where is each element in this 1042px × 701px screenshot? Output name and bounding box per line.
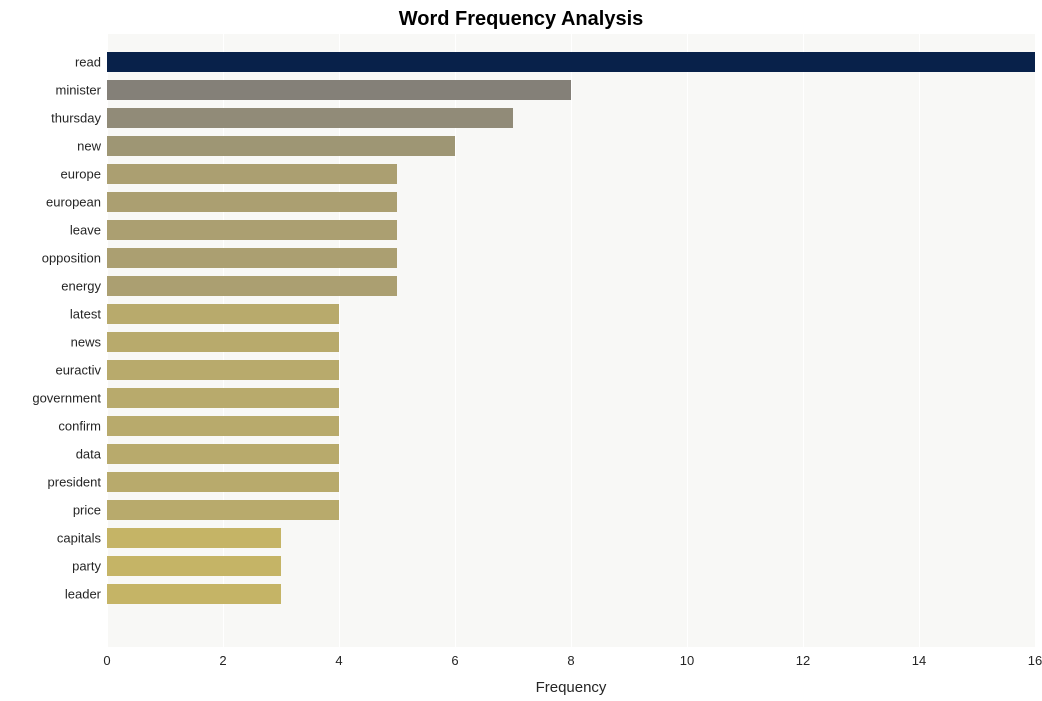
bar <box>107 248 397 268</box>
bar <box>107 164 397 184</box>
y-tick-label: party <box>72 559 107 574</box>
x-tick-label: 4 <box>335 647 342 668</box>
x-tick-label: 8 <box>567 647 574 668</box>
bar <box>107 332 339 352</box>
bar <box>107 584 281 604</box>
grid-line <box>571 34 572 647</box>
bar <box>107 276 397 296</box>
grid-line <box>1035 34 1036 647</box>
y-tick-label: leave <box>70 223 107 238</box>
x-tick-label: 10 <box>680 647 694 668</box>
grid-line <box>687 34 688 647</box>
x-tick-label: 6 <box>451 647 458 668</box>
y-tick-label: confirm <box>58 419 107 434</box>
y-tick-label: news <box>71 335 107 350</box>
y-tick-label: thursday <box>51 111 107 126</box>
x-tick-label: 0 <box>103 647 110 668</box>
y-tick-label: leader <box>65 587 107 602</box>
y-tick-label: minister <box>55 83 107 98</box>
y-tick-label: price <box>73 503 107 518</box>
y-tick-label: euractiv <box>55 363 107 378</box>
chart-container: Word Frequency Analysis 0246810121416rea… <box>0 0 1042 701</box>
bar <box>107 52 1035 72</box>
bar <box>107 80 571 100</box>
chart-title: Word Frequency Analysis <box>0 0 1042 35</box>
y-tick-label: energy <box>61 279 107 294</box>
x-tick-label: 2 <box>219 647 226 668</box>
bar <box>107 136 455 156</box>
bar <box>107 304 339 324</box>
grid-line <box>803 34 804 647</box>
x-tick-label: 16 <box>1028 647 1042 668</box>
bar <box>107 220 397 240</box>
bar <box>107 528 281 548</box>
y-tick-label: capitals <box>57 531 107 546</box>
y-tick-label: european <box>46 195 107 210</box>
bar <box>107 192 397 212</box>
bar <box>107 556 281 576</box>
y-tick-label: president <box>48 475 107 490</box>
bar <box>107 108 513 128</box>
x-tick-label: 12 <box>796 647 810 668</box>
bar <box>107 500 339 520</box>
bar <box>107 416 339 436</box>
y-tick-label: government <box>32 391 107 406</box>
y-tick-label: opposition <box>42 251 107 266</box>
x-axis-title: Frequency <box>107 679 1035 696</box>
y-tick-label: europe <box>61 167 107 182</box>
x-tick-label: 14 <box>912 647 926 668</box>
bar <box>107 472 339 492</box>
bar <box>107 444 339 464</box>
bar <box>107 388 339 408</box>
plot-area: 0246810121416readministerthursdayneweuro… <box>107 34 1035 647</box>
grid-line <box>919 34 920 647</box>
y-tick-label: read <box>75 55 107 70</box>
y-tick-label: data <box>76 447 107 462</box>
y-tick-label: new <box>77 139 107 154</box>
y-tick-label: latest <box>70 307 107 322</box>
bar <box>107 360 339 380</box>
